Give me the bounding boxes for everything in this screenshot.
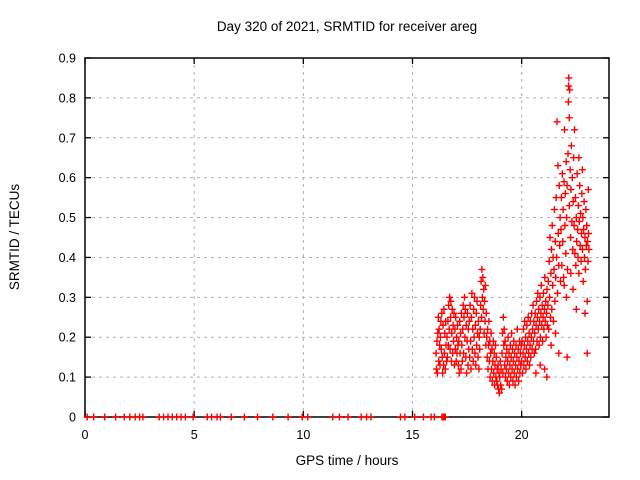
scatter-points (83, 74, 593, 421)
y-tick-label: 0.8 (59, 91, 76, 105)
x-tick-label: 5 (191, 428, 198, 442)
y-tick-label: 0.7 (59, 131, 76, 145)
y-tick-label: 0.4 (59, 251, 76, 265)
plot-border (84, 57, 610, 418)
y-axis-label: SRMTID / TECUs (7, 184, 22, 291)
y-tick-label: 0.2 (59, 331, 76, 345)
tick-labels: 0 5 10 15 20 0 0.1 0.2 0.3 0.4 0.5 0.6 0.7 0.8 0.9 (59, 52, 529, 443)
x-axis-label: GPS time / hours (296, 453, 399, 468)
y-tick-label: 0.1 (59, 371, 76, 385)
x-tick-label: 15 (406, 428, 420, 442)
plot-border-and-ticks (84, 57, 610, 418)
chart-title: Day 320 of 2021, SRMTID for receiver are… (217, 19, 477, 34)
gridlines (85, 58, 609, 417)
x-tick-label: 10 (296, 428, 310, 442)
y-tick-label: 0 (69, 411, 76, 425)
x-tick-label: 20 (515, 428, 529, 442)
series-SRMTID-markers (83, 74, 593, 421)
y-tick-label: 0.3 (59, 291, 76, 305)
y-tick-label: 0.5 (59, 211, 76, 225)
y-tick-label: 0.9 (59, 52, 76, 66)
y-tick-label: 0.6 (59, 171, 76, 185)
x-tick-label: 0 (82, 428, 89, 442)
